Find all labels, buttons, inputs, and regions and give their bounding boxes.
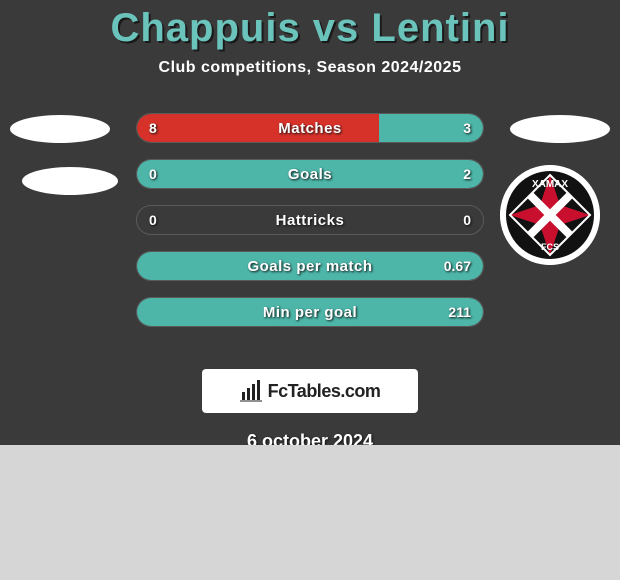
club-badge: XAMAX FCS (500, 165, 600, 265)
badge-bottom-text: FCS (541, 242, 559, 252)
stat-value-right: 0 (463, 206, 471, 234)
player-right-avatar-placeholder (510, 115, 610, 143)
stat-label: Goals (137, 160, 483, 188)
stat-value-right: 3 (463, 114, 471, 142)
stat-row: Goals per match0.67 (136, 251, 484, 281)
bar-chart-icon (240, 380, 262, 402)
stat-value-right: 211 (448, 298, 471, 326)
stat-row: Goals0 2 (136, 159, 484, 189)
stat-bars: Matches83Goals02Hattricks00Goals per mat… (136, 113, 484, 327)
stat-label: Min per goal (137, 298, 483, 326)
stat-value-right: 2 (463, 160, 471, 188)
stat-label: Goals per match (137, 252, 483, 280)
stats-area: XAMAX FCS Matches83Goals02Hattricks00Goa… (0, 105, 620, 355)
brand-text: FcTables.com (268, 381, 381, 402)
stat-row: Matches8 3 (136, 113, 484, 143)
lower-empty-block (0, 445, 620, 580)
stat-value-right: 0.67 (444, 252, 471, 280)
stat-label: Hattricks (137, 206, 483, 234)
page-title: Chappuis vs Lentini (0, 0, 620, 51)
stat-value-left: 8 (149, 114, 157, 142)
page-subtitle: Club competitions, Season 2024/2025 (0, 59, 620, 77)
xamax-badge-icon: XAMAX FCS (500, 165, 600, 265)
stat-label: Matches (137, 114, 483, 142)
stat-row: Hattricks0 0 (136, 205, 484, 235)
brand-box: FcTables.com (202, 369, 418, 413)
player-left-avatar-placeholder-2 (22, 167, 118, 195)
player-left-avatar-placeholder-1 (10, 115, 110, 143)
badge-top-text: XAMAX (532, 179, 568, 190)
stat-value-left: 0 (149, 160, 157, 188)
stat-value-left: 0 (149, 206, 157, 234)
stat-row: Min per goal211 (136, 297, 484, 327)
